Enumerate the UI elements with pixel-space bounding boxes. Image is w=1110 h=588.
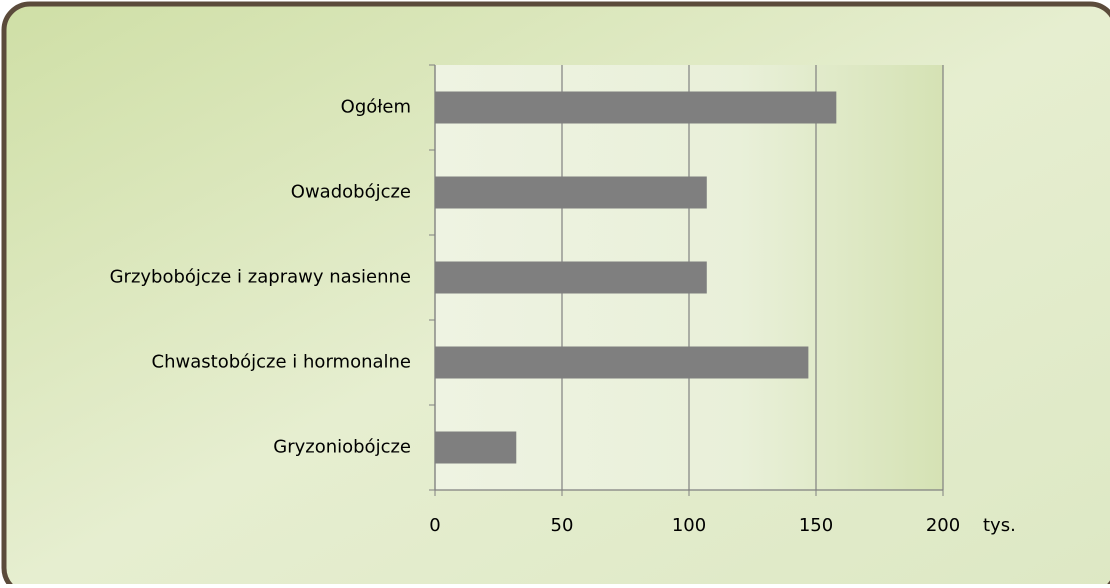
y-tick-label: Gryzoniobójcze bbox=[273, 437, 411, 458]
x-tick-label: 100 bbox=[672, 515, 706, 536]
bar bbox=[435, 91, 837, 124]
y-tick-label: Owadobójcze bbox=[291, 182, 411, 203]
x-unit: tys. bbox=[983, 515, 1016, 536]
y-tick-label: Chwastobójcze i hormonalne bbox=[152, 352, 411, 373]
x-tick-label: 200 bbox=[926, 515, 960, 536]
y-tick-label: Grzybobójcze i zaprawy nasienne bbox=[110, 267, 411, 288]
bar bbox=[435, 261, 707, 294]
x-tick-label: 50 bbox=[551, 515, 574, 536]
x-tick-label: 150 bbox=[799, 515, 833, 536]
x-tick-label: 0 bbox=[429, 515, 440, 536]
bar bbox=[435, 176, 707, 209]
y-tick-label: Ogółem bbox=[341, 97, 411, 118]
bar bbox=[435, 431, 517, 464]
bar bbox=[435, 346, 809, 379]
